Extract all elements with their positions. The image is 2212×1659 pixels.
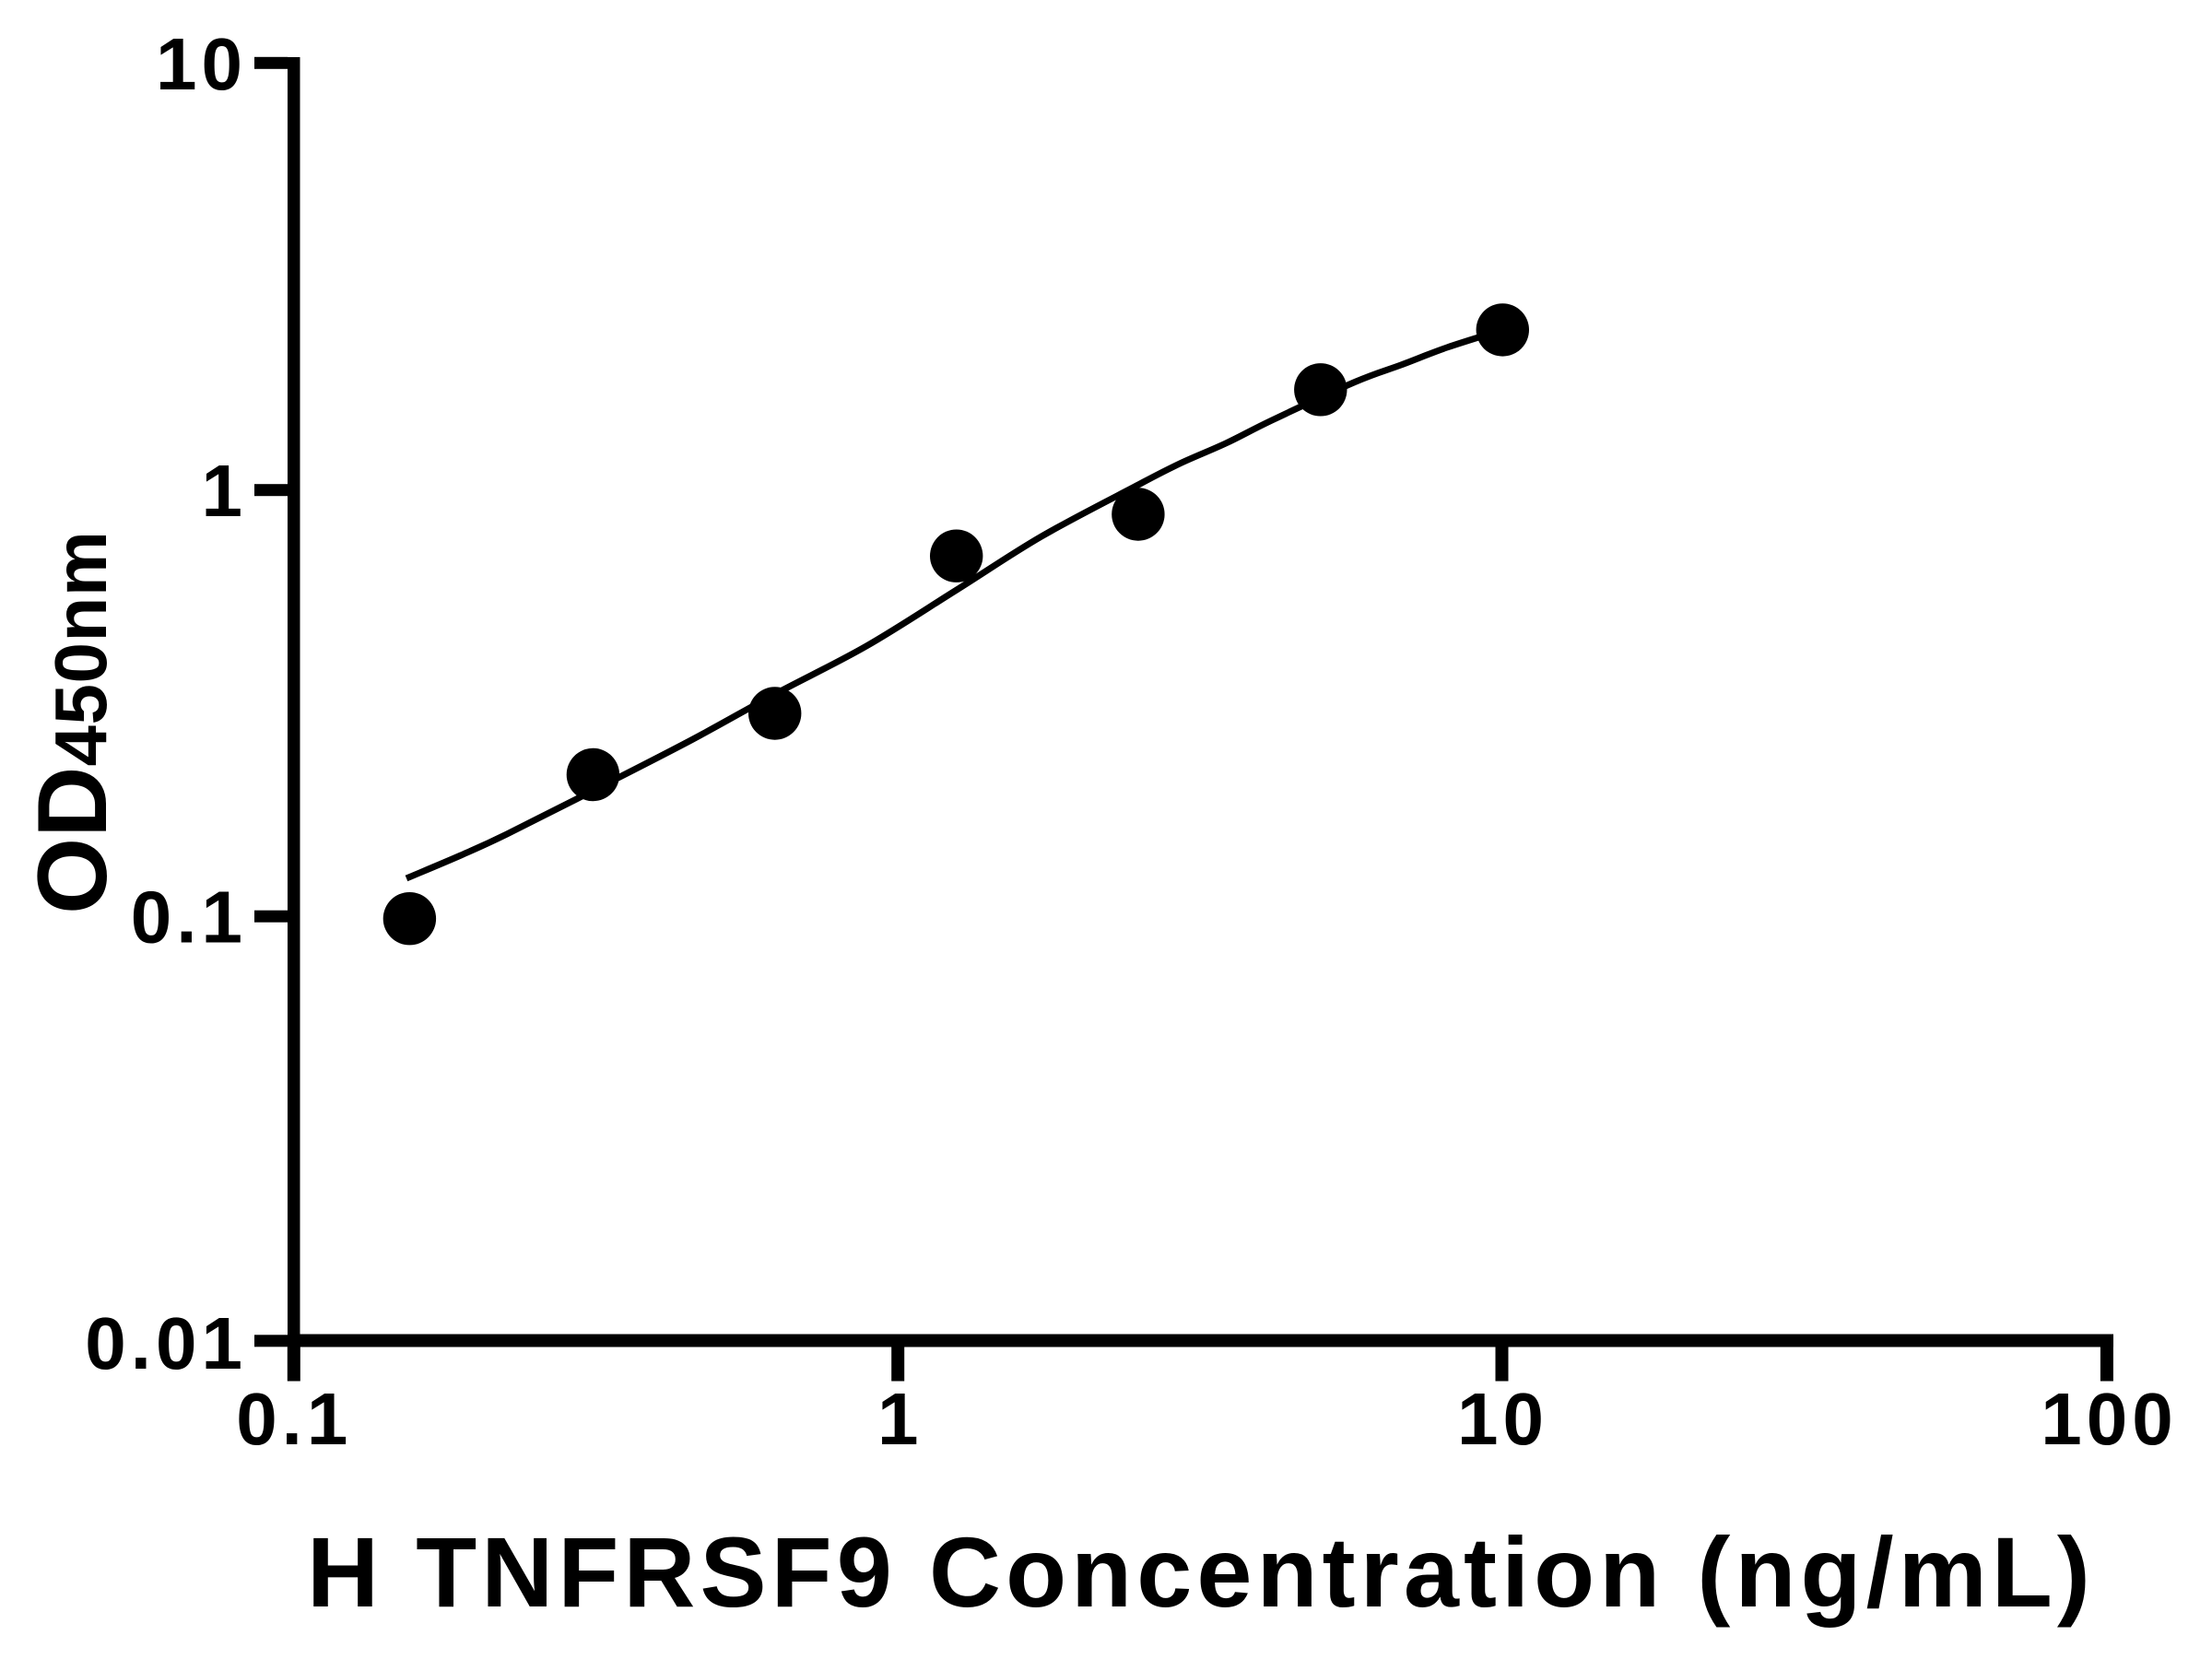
svg-text:OD450nm: OD450nm bbox=[17, 531, 127, 914]
svg-text:10: 10 bbox=[1457, 1378, 1548, 1460]
svg-text:1: 1 bbox=[877, 1378, 924, 1460]
svg-text:H TNFRSF9 Concentration (ng/mL: H TNFRSF9 Concentration (ng/mL) bbox=[307, 1516, 2095, 1628]
svg-text:1: 1 bbox=[202, 450, 248, 532]
svg-text:0.01: 0.01 bbox=[85, 1302, 247, 1384]
svg-text:0.1: 0.1 bbox=[131, 877, 247, 959]
svg-text:10: 10 bbox=[156, 23, 247, 105]
svg-text:100: 100 bbox=[2041, 1378, 2177, 1460]
svg-text:0.1: 0.1 bbox=[236, 1378, 352, 1460]
